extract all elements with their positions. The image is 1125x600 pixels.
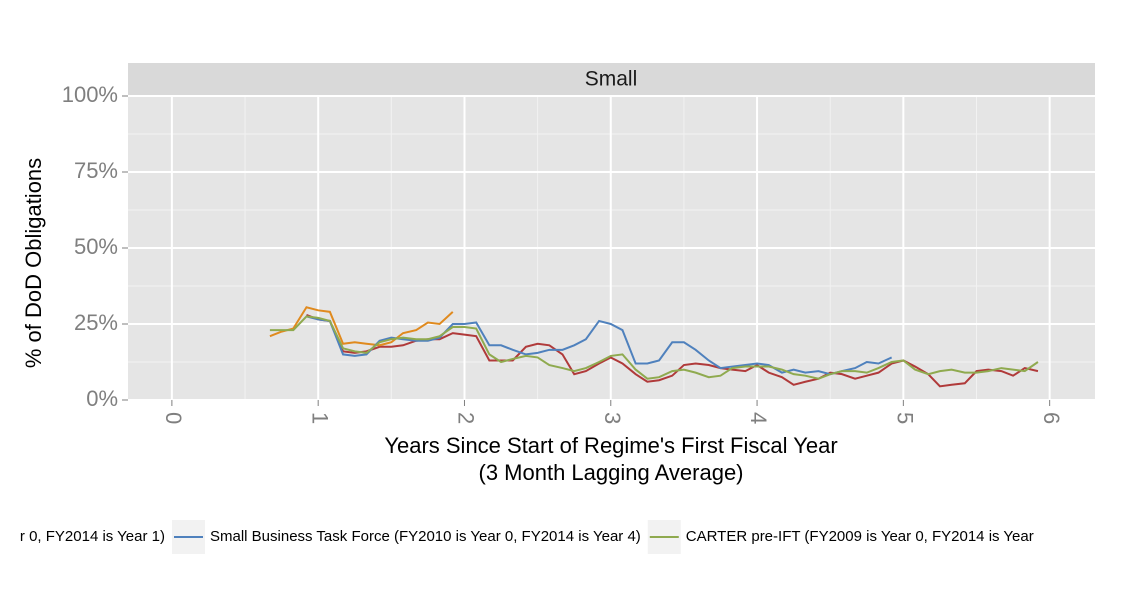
x-tick-label: 4 — [746, 412, 771, 424]
x-tick-label: 1 — [307, 412, 332, 424]
legend-label: Small Business Task Force (FY2010 is Yea… — [210, 528, 641, 545]
x-tick-label: 3 — [600, 412, 625, 424]
legend: r 0, FY2014 is Year 1) Small Business Tas… — [20, 520, 1034, 554]
x-tick-label: 6 — [1039, 412, 1064, 424]
series-line — [269, 315, 1039, 380]
y-tick-label: 25% — [74, 310, 118, 335]
facet-title: Small — [585, 68, 638, 91]
y-tick-label: 50% — [74, 234, 118, 259]
y-tick-label: 0% — [86, 386, 118, 411]
series-line — [269, 306, 454, 347]
x-tick-label: 2 — [454, 412, 479, 424]
x-tick-label: 0 — [161, 412, 186, 424]
legend-label: r 0, FY2014 is Year 1) — [20, 528, 165, 545]
series-line — [306, 315, 893, 376]
x-axis-title: Years Since Start of Regime's First Fisc… — [384, 433, 837, 458]
legend-label: CARTER pre-IFT (FY2009 is Year 0, FY2014… — [686, 528, 1034, 545]
y-axis-title: % of DoD Obligations — [21, 158, 46, 368]
x-tick-label: 5 — [893, 412, 918, 424]
y-tick-label: 75% — [74, 158, 118, 183]
x-axis-title: (3 Month Lagging Average) — [479, 460, 744, 485]
grid: 0% 25% 50% 75% 100% 0 1 2 3 4 5 6 — [62, 82, 1095, 424]
y-tick-label: 100% — [62, 82, 118, 107]
facet-strip — [128, 63, 1095, 96]
lines — [269, 306, 1039, 388]
